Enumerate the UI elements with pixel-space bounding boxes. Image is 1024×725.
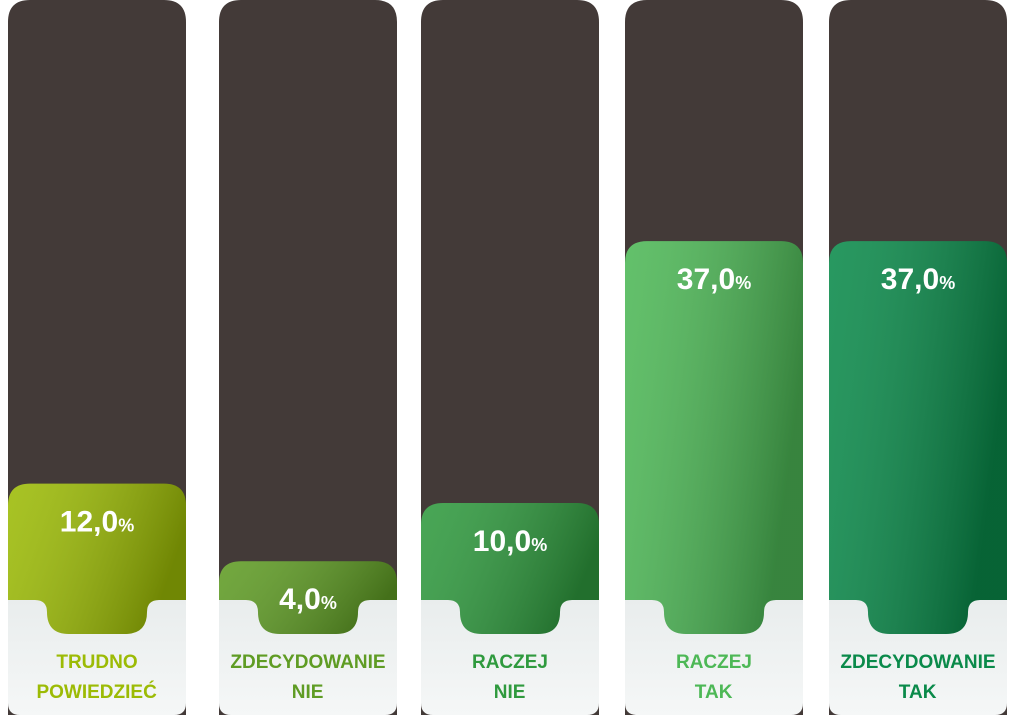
bar-shade (8, 483, 186, 634)
label-panel (219, 600, 397, 715)
category-line: TAK (894, 682, 937, 703)
value-number: 37,0 (677, 263, 735, 296)
value-number: 4,0 (279, 583, 321, 616)
column: 12,0% TRUDNO POWIEDZIEĆ (8, 0, 186, 715)
label-panel (421, 600, 599, 715)
value-unit: % (118, 516, 134, 536)
category-line: POWIEDZIEĆ (31, 681, 157, 703)
value-unit: % (735, 273, 751, 293)
column: 37,0% RACZEJ TAK (625, 0, 803, 715)
value-unit: % (531, 535, 547, 555)
value-label: 10,0% (473, 525, 547, 558)
category-label: TRUDNO POWIEDZIEĆ (31, 652, 157, 703)
category-line: NIE (287, 682, 324, 703)
value-unit: % (939, 273, 955, 293)
category-line: TRUDNO (56, 652, 137, 673)
category-label: ZDECYDOWANIE TAK (840, 652, 995, 703)
category-line: ZDECYDOWANIE (230, 652, 385, 673)
category-line: RACZEJ (676, 652, 752, 673)
column: 4,0% ZDECYDOWANIE NIE (219, 0, 397, 715)
bar-shade (421, 503, 599, 634)
value-label: 37,0% (677, 263, 751, 296)
bar-shade (625, 241, 803, 634)
label-panel (829, 600, 1007, 715)
category-label: ZDECYDOWANIE NIE (230, 652, 385, 703)
category-line: RACZEJ (472, 652, 548, 673)
bar-shade (829, 241, 1007, 634)
bar-shade (219, 561, 397, 634)
category-line: ZDECYDOWANIE (840, 652, 995, 673)
column-track (219, 0, 397, 715)
value-number: 12,0 (60, 506, 118, 539)
category-label: RACZEJ NIE (472, 652, 548, 703)
value-label: 4,0% (279, 583, 337, 616)
value-number: 10,0 (473, 525, 531, 558)
column: 10,0% RACZEJ NIE (421, 0, 599, 715)
label-panel (8, 600, 186, 715)
category-line: TAK (690, 682, 733, 703)
category-line: NIE (489, 682, 526, 703)
category-label: RACZEJ TAK (676, 652, 752, 703)
column: 37,0% ZDECYDOWANIE TAK (829, 0, 1007, 715)
value-unit: % (321, 593, 337, 613)
value-label: 37,0% (881, 263, 955, 296)
label-panel (625, 600, 803, 715)
value-number: 37,0 (881, 263, 939, 296)
value-label: 12,0% (60, 506, 134, 539)
